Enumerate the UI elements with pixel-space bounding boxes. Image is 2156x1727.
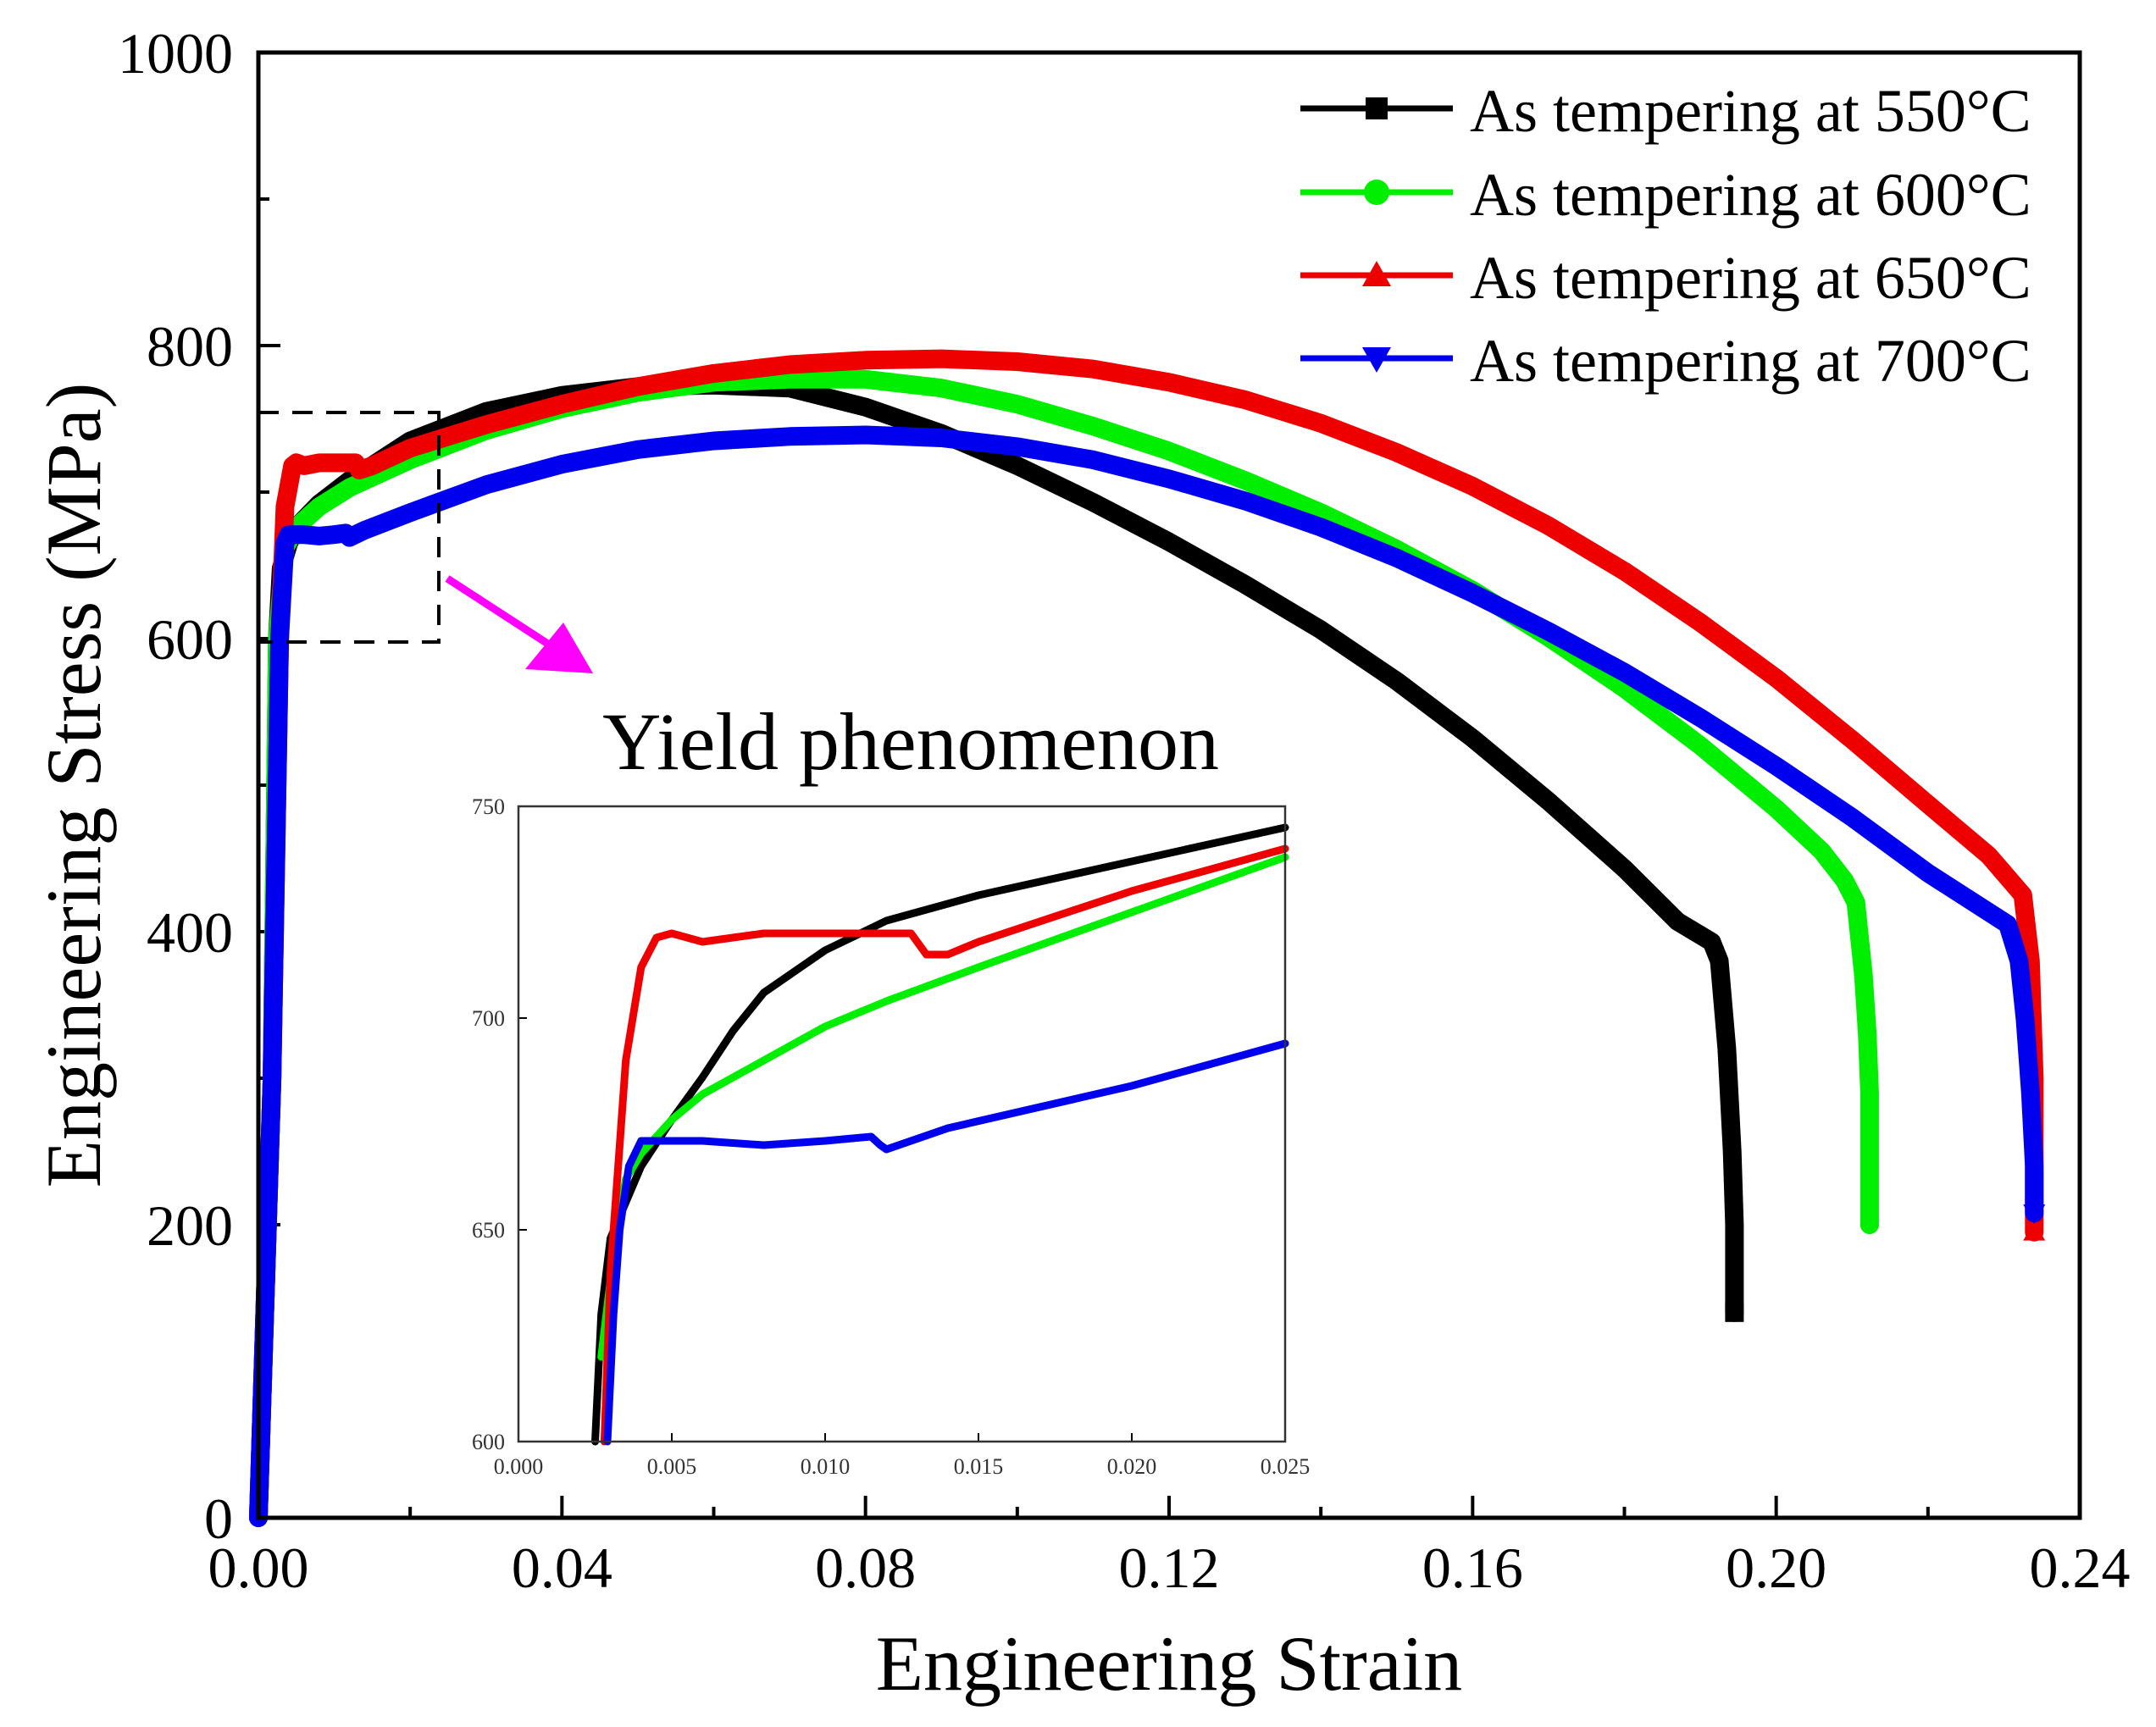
zoom-arrow	[445, 575, 593, 673]
inset-x-tick-label: 0.025	[1261, 1454, 1311, 1479]
main-y-tick-label: 600	[147, 607, 233, 672]
legend-label-700: As tempering at 700°C	[1470, 327, 2031, 395]
legend-marker-circle	[1364, 180, 1389, 205]
inset-background	[518, 806, 1285, 1442]
legend-marker-triangle	[1362, 261, 1391, 286]
inset-y-tick-label: 750	[472, 794, 505, 819]
legend-entry-700: As tempering at 700°C	[1300, 327, 2031, 395]
main-series-line-2	[249, 349, 2044, 1527]
main-y-tick-label: 0	[204, 1486, 233, 1551]
main-series-line-1	[249, 369, 1879, 1527]
inset-x-tick-labels: 0.000 0.005 0.010 0.015 0.020 0.025	[494, 1454, 1311, 1479]
main-x-tick-label: 0.12	[1119, 1536, 1220, 1600]
legend-label-650: As tempering at 650°C	[1470, 244, 2031, 312]
legend-entry-650: As tempering at 650°C	[1300, 244, 2031, 312]
main-x-tick-label: 0.08	[815, 1536, 916, 1600]
main-x-tick-label: 0.00	[208, 1536, 309, 1600]
x-axis-label: Engineering Strain	[876, 1620, 1462, 1707]
inset-x-tick-label: 0.010	[801, 1454, 851, 1479]
inset-x-tick-label: 0.000	[494, 1454, 544, 1479]
inset-series-group	[591, 823, 1289, 1446]
inset-y-tick-labels: 600 650 700 750	[472, 794, 505, 1454]
main-end-marker-2	[2023, 1221, 2046, 1241]
inset-y-tick-label: 600	[472, 1430, 505, 1454]
main-end-marker-0	[1725, 1303, 1744, 1322]
legend: As tempering at 550°C As tempering at 60…	[1300, 77, 2031, 395]
main-y-tick-labels: 0 200 400 600 800 1000	[118, 21, 233, 1551]
main-x-tick-label: 0.16	[1422, 1536, 1523, 1600]
main-x-tick-label: 0.04	[512, 1536, 612, 1600]
main-y-tick-label: 200	[147, 1193, 233, 1258]
inset-y-tick-label: 650	[472, 1218, 505, 1243]
inset-frame	[517, 805, 1287, 1443]
inset-x-tick-label: 0.015	[954, 1454, 1004, 1479]
inset-series-line-2	[600, 844, 1289, 1446]
inset-x-tick-label: 0.020	[1107, 1454, 1157, 1479]
main-x-tick-label: 0.20	[1726, 1536, 1826, 1600]
legend-marker-triangle-down	[1362, 347, 1391, 373]
inset-series-line-3	[603, 1039, 1289, 1446]
legend-marker-square	[1366, 97, 1388, 119]
legend-label-600: As tempering at 600°C	[1470, 161, 2031, 229]
main-series-group	[249, 349, 2046, 1527]
main-end-marker-3	[2023, 1204, 2046, 1225]
main-y-tick-label: 400	[147, 900, 233, 965]
main-y-tick-label: 1000	[118, 21, 233, 86]
legend-label-550: As tempering at 550°C	[1470, 77, 2031, 145]
inset-y-tick-label: 700	[472, 1006, 505, 1031]
inset-title: Yield phenomenon	[602, 696, 1219, 787]
main-x-tick-label: 0.24	[2030, 1536, 2131, 1600]
inset-x-tick-label: 0.005	[647, 1454, 697, 1479]
main-y-tick-label: 800	[147, 314, 233, 379]
legend-entry-600: As tempering at 600°C	[1300, 161, 2031, 229]
y-axis-label: Engineering Stress (MPa)	[30, 383, 117, 1188]
legend-entry-550: As tempering at 550°C	[1300, 77, 2031, 145]
main-end-marker-1	[1859, 1215, 1879, 1234]
main-series-line-3	[249, 425, 2044, 1527]
main-plot-frame	[256, 50, 2082, 1520]
main-x-tick-labels: 0.00 0.04 0.08 0.12 0.16 0.20 0.24	[208, 1536, 2131, 1600]
